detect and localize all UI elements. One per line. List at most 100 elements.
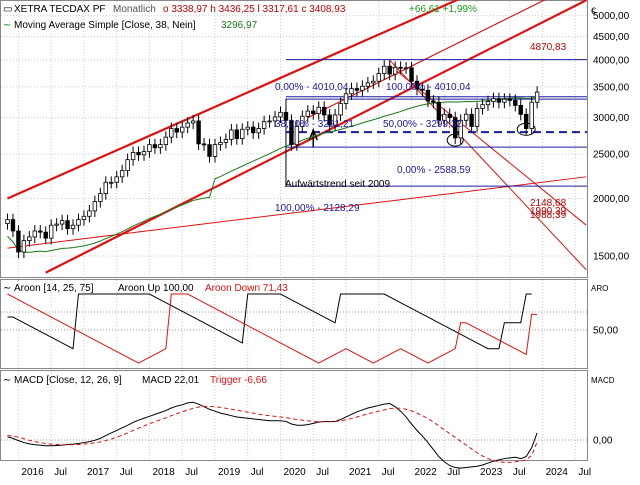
time-axis: 2016 Jul 2017 Jul 2018 Jul 2019 Jul 2020 Jul 2021 J… <box>21 467 591 478</box>
candle-body <box>431 100 436 103</box>
candle-body <box>43 231 48 239</box>
candle-body <box>447 113 452 119</box>
level-2148-label: 2148,68 <box>530 198 567 209</box>
price-tick-label: 4000,00 <box>593 56 630 67</box>
fib-38-label: 38,20% - 3291,21 <box>275 119 354 130</box>
level-4870-label: 4870,83 <box>530 42 567 53</box>
aroon-tick-label: 50,00 <box>593 326 618 337</box>
price-tick-label: 4500,00 <box>593 32 630 43</box>
candle-body <box>169 128 174 138</box>
candle-body <box>27 236 32 242</box>
candle-body <box>376 73 381 82</box>
aroon-layer: 50,00 <box>1 293 618 364</box>
candle-body <box>81 215 87 220</box>
price-tick-label: 3000,00 <box>593 113 630 124</box>
candle-body <box>414 80 420 90</box>
candle-body <box>365 82 371 87</box>
candle-body <box>311 110 316 115</box>
candle-body <box>507 98 513 101</box>
time-tick-label: Jul <box>578 467 591 478</box>
candle-body <box>229 129 234 140</box>
candle-body <box>349 88 354 95</box>
candle-body <box>87 210 92 217</box>
candle-body <box>485 101 491 106</box>
aroon-axis-tag: ARO <box>591 284 608 293</box>
aroon-down-value: Aroon Down 71,43 <box>205 283 288 294</box>
candle-body <box>463 113 469 121</box>
candle-body <box>141 151 147 156</box>
candle-body <box>338 103 343 116</box>
channel-upper-line <box>7 0 460 200</box>
time-tick-label: Jul <box>120 467 133 478</box>
macd-icon: ∼ <box>3 375 11 386</box>
price-tick-label: 3500,00 <box>593 82 630 93</box>
candle-body <box>267 120 272 123</box>
candle-body <box>272 116 278 122</box>
candle-body <box>119 170 125 178</box>
long-support-line <box>7 176 587 249</box>
candle-body <box>387 65 392 75</box>
moving-average-line <box>7 96 538 253</box>
time-tick-label: Jul <box>316 467 329 478</box>
candle-body <box>278 111 283 118</box>
candle-body <box>136 152 141 156</box>
candle-body <box>294 126 300 146</box>
aroon-legend: Aroon [14, 25, 75] <box>14 283 94 294</box>
time-tick-label: 2023 <box>480 467 503 478</box>
candle-body <box>103 181 108 195</box>
period-label: Monatlich <box>113 4 156 15</box>
price-tick-label: 1500,00 <box>593 251 630 262</box>
candle-body <box>185 122 190 128</box>
macd-panel-frame <box>0 370 588 461</box>
candle-body <box>21 240 27 253</box>
candle-body <box>289 119 294 146</box>
candle-body <box>354 88 360 91</box>
candle-body <box>316 106 321 115</box>
candle-body <box>92 201 98 212</box>
candle-body <box>403 67 409 70</box>
macd-line <box>7 401 538 469</box>
candle-body <box>392 66 398 75</box>
candle-body <box>518 104 523 115</box>
candle-body <box>5 219 10 225</box>
candle-body <box>409 67 414 82</box>
fib-0-low-label: 0,00% - 2588,59 <box>397 165 471 176</box>
candle-body <box>442 113 447 121</box>
candle-body <box>130 152 136 161</box>
macd-layer: 0,00 <box>1 401 613 469</box>
time-tick-label: Jul <box>54 467 67 478</box>
candle-body <box>480 104 485 109</box>
candle-body <box>201 143 207 146</box>
fib-50-label: 50,00% - 3299,32 <box>383 119 462 130</box>
candle-body <box>425 89 431 102</box>
candle-body <box>65 220 70 230</box>
candle-body <box>158 144 163 149</box>
candle-body <box>420 88 425 91</box>
candle-body <box>240 128 245 140</box>
aroon-down-line <box>7 293 538 364</box>
candle-body <box>382 65 387 74</box>
candle-body <box>174 128 179 133</box>
trend-annotation: Aufwärtstrend seit 2009 <box>285 179 390 190</box>
ma-icon: ∼ <box>3 20 11 31</box>
trend-arrow-head <box>308 127 318 141</box>
candle-body <box>491 98 496 103</box>
candle-body <box>212 144 218 157</box>
macd-axis-tag: MACD <box>591 376 615 385</box>
candle-body <box>474 108 480 127</box>
candle-body <box>398 66 403 69</box>
aroon-up-value: Aroon Up 100,00 <box>118 283 194 294</box>
ma-value: 3296,97 <box>221 20 258 31</box>
instrument-name: XETRA TECDAX PF <box>14 4 106 15</box>
candle-body <box>16 230 21 253</box>
candle-body <box>300 115 305 127</box>
candle-body <box>152 144 158 149</box>
candle-body <box>98 193 103 202</box>
candle-body <box>48 224 54 239</box>
fib-0-top-label: 0,00% - 4010,04 <box>275 82 349 93</box>
time-tick-label: Jul <box>447 467 460 478</box>
candle-body <box>76 219 81 226</box>
fibonacci-levels <box>285 59 587 187</box>
